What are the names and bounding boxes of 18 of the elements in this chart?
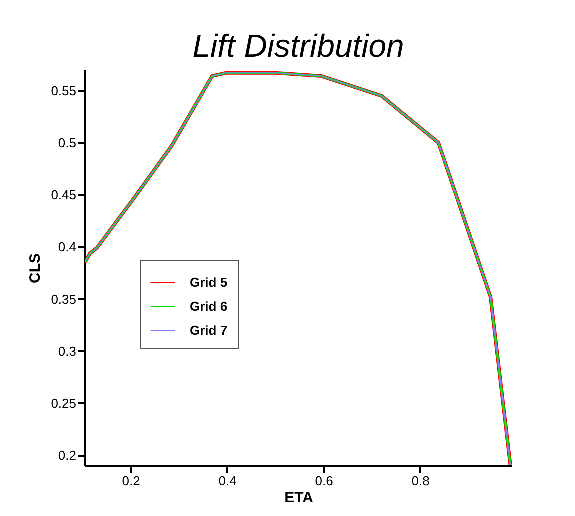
y-tick-label: 0.25: [51, 396, 76, 411]
y-tick-label: 0.3: [58, 344, 76, 359]
legend-label: Grid 5: [190, 275, 228, 290]
y-tick-label: 0.2: [58, 448, 76, 464]
y-tick-label: 0.4: [58, 240, 76, 255]
y-tick-label: 0.5: [58, 135, 76, 150]
x-tick-label: 0.6: [315, 474, 334, 488]
chart-title: Lift Distribution: [192, 28, 404, 64]
x-tick-label: 0.8: [412, 474, 430, 488]
y-tick-label: 0.35: [51, 292, 76, 307]
legend-label: Grid 6: [190, 299, 228, 314]
x-axis-title: ETA: [284, 490, 314, 506]
y-axis-title: CLS: [27, 254, 44, 284]
y-tick-label: 0.45: [51, 188, 76, 203]
x-tick-label: 0.4: [218, 474, 237, 488]
x-tick-label: 0.2: [122, 474, 140, 488]
y-tick-label: 0.55: [51, 83, 76, 98]
legend-label: Grid 7: [190, 323, 228, 338]
